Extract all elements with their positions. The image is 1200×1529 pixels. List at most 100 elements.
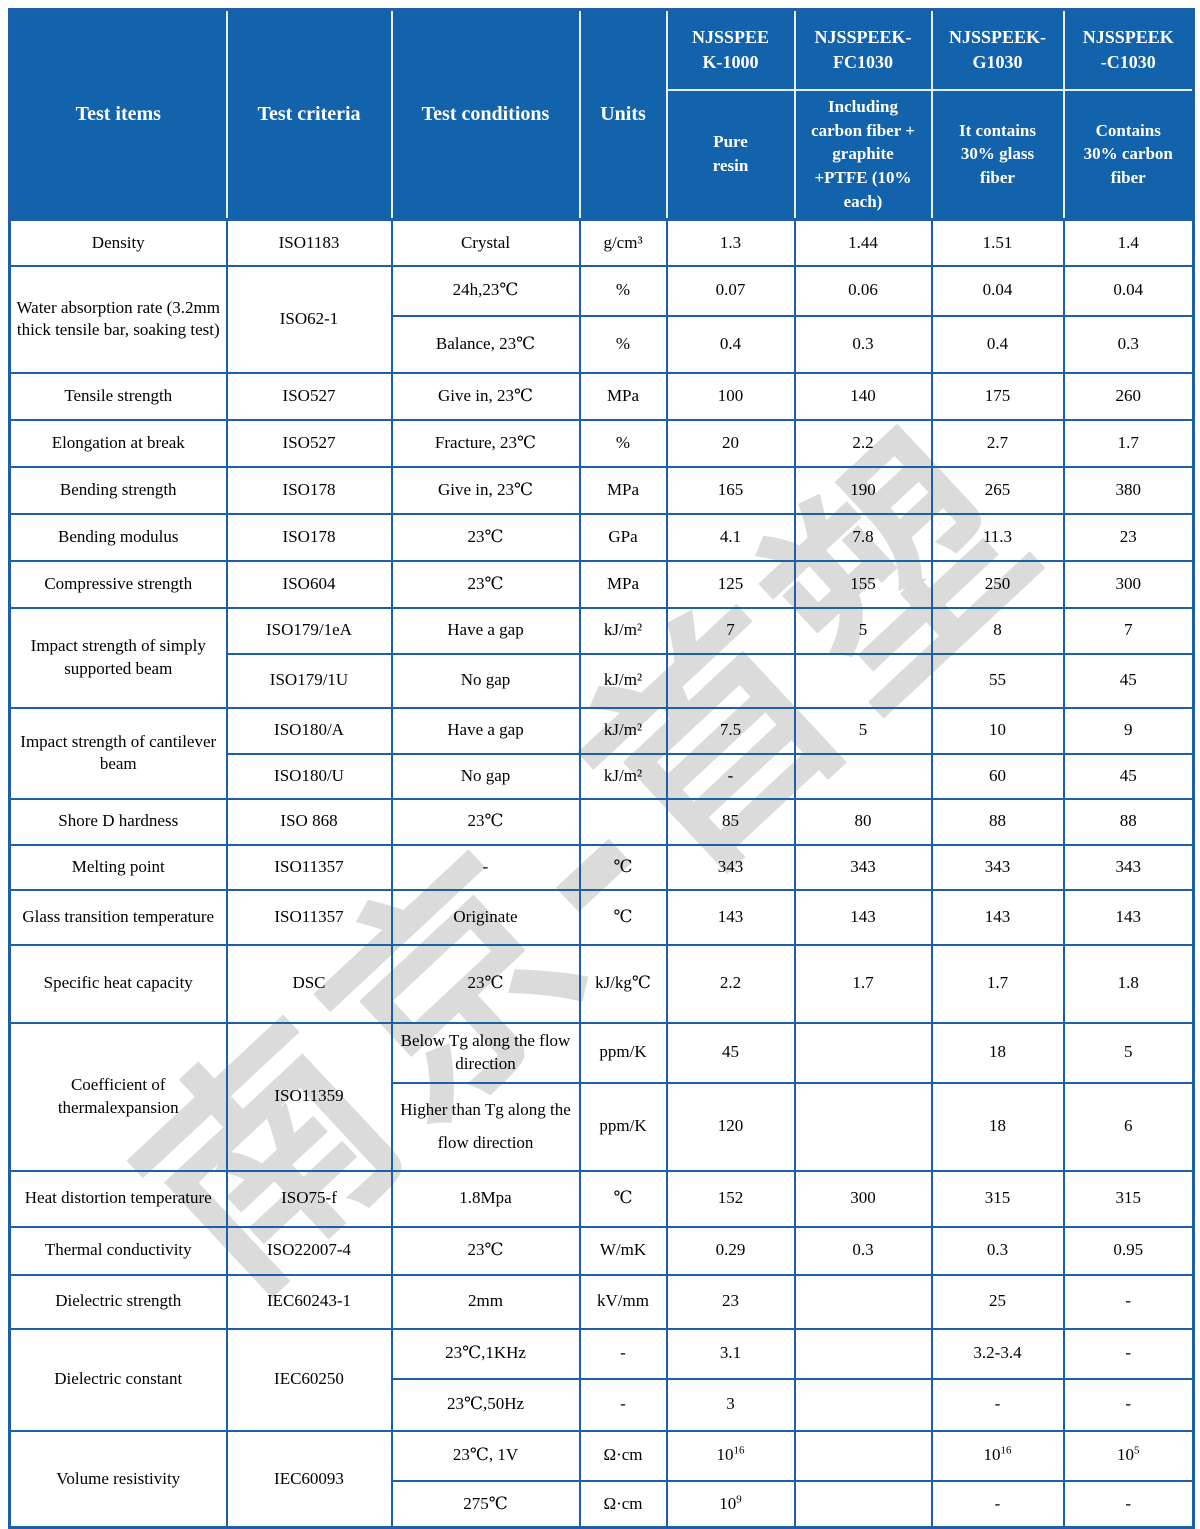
cell-test-criteria: ISO178 bbox=[225, 512, 393, 562]
cell-unit: kJ/m² bbox=[578, 606, 668, 655]
cell-value: 120 bbox=[665, 1081, 796, 1172]
cell-value: 0.04 bbox=[930, 264, 1065, 317]
cell-value: 0.3 bbox=[793, 314, 933, 374]
cell-test-condition: Have a gap bbox=[390, 606, 581, 655]
cell-value: 143 bbox=[665, 888, 796, 946]
cell-value: 343 bbox=[1062, 843, 1195, 891]
product-desc-k1000: Pure resin bbox=[665, 88, 796, 221]
table-row: Shore D hardness ISO 868 23℃ 85 80 88 88 bbox=[8, 797, 1195, 846]
cell-test-condition: Have a gap bbox=[390, 706, 581, 755]
cell-test-criteria: ISO75-f bbox=[225, 1169, 393, 1228]
table-row: Dielectric constant IEC60250 23℃,1KHz - … bbox=[8, 1327, 1195, 1432]
cell-test-criteria: IEC60250 bbox=[225, 1327, 393, 1432]
cell-value: 80 bbox=[793, 797, 933, 846]
cell-value: 155 bbox=[793, 559, 933, 609]
cell-value: 3.2-3.4 bbox=[930, 1327, 1065, 1380]
cell-test-condition: Originate bbox=[390, 888, 581, 946]
cell-unit: Ω·cm bbox=[578, 1479, 668, 1529]
cell-test-item: Thermal conductivity bbox=[8, 1225, 228, 1276]
product-desc-c1030: Contains 30% carbon fiber bbox=[1062, 88, 1195, 221]
table-row: Density ISO1183 Crystal g/cm³ 1.3 1.44 1… bbox=[8, 218, 1195, 267]
cell-value: 0.95 bbox=[1062, 1225, 1195, 1276]
cell-value: - bbox=[665, 752, 796, 800]
cell-value: 23 bbox=[1062, 512, 1195, 562]
cell-test-condition: 23℃ bbox=[390, 512, 581, 562]
cell-value: 190 bbox=[793, 465, 933, 515]
cell-test-criteria: ISO62-1 bbox=[225, 264, 393, 374]
cell-unit: % bbox=[578, 314, 668, 374]
cell-value bbox=[793, 1081, 933, 1172]
cell-unit: MPa bbox=[578, 559, 668, 609]
table-row: Impact strength of simply supported beam… bbox=[8, 606, 1195, 709]
product-header-g1030: NJSSPEEK- G1030 bbox=[930, 8, 1065, 91]
cell-test-condition: 23℃,50Hz bbox=[390, 1377, 581, 1432]
cell-value: 0.3 bbox=[1062, 314, 1195, 374]
cell-value: - bbox=[930, 1479, 1065, 1529]
cell-test-condition: 23℃ bbox=[390, 797, 581, 846]
product-desc-g1030: It contains 30% glass fiber bbox=[930, 88, 1065, 221]
cell-value: 5 bbox=[793, 706, 933, 755]
cell-value: 1016 bbox=[930, 1429, 1065, 1482]
cell-unit: MPa bbox=[578, 371, 668, 421]
cell-test-condition: 2mm bbox=[390, 1273, 581, 1330]
table-row: Specific heat capacity DSC 23℃ kJ/kg℃ 2.… bbox=[8, 943, 1195, 1024]
cell-value: 143 bbox=[930, 888, 1065, 946]
cell-value: 0.07 bbox=[665, 264, 796, 317]
cell-test-condition: - bbox=[390, 843, 581, 891]
cell-value: - bbox=[1062, 1377, 1195, 1432]
cell-unit: ppm/K bbox=[578, 1021, 668, 1084]
table-row: Higher than Tg along the flow direction … bbox=[10, 1081, 1195, 1172]
col-header-test-criteria: Test criteria bbox=[225, 8, 393, 221]
col-header-test-items: Test items bbox=[8, 8, 228, 221]
cell-test-item: Heat distortion temperature bbox=[8, 1169, 228, 1228]
cell-test-item: Elongation at break bbox=[8, 418, 228, 468]
cell-unit: kJ/m² bbox=[578, 706, 668, 755]
cell-test-item: Glass transition temperature bbox=[8, 888, 228, 946]
table-row: Elongation at break ISO527 Fracture, 23℃… bbox=[8, 418, 1195, 468]
cell-unit: GPa bbox=[578, 512, 668, 562]
peek-datasheet-table: Test items Test criteria Test conditions… bbox=[8, 8, 1195, 1529]
cell-value: 45 bbox=[1062, 752, 1195, 800]
cell-value: 250 bbox=[930, 559, 1065, 609]
cell-value bbox=[793, 1479, 933, 1529]
cell-value: 260 bbox=[1062, 371, 1195, 421]
cell-unit: kJ/m² bbox=[578, 652, 668, 709]
cell-value bbox=[793, 752, 933, 800]
cell-unit: % bbox=[578, 418, 668, 468]
cell-value: 60 bbox=[930, 752, 1065, 800]
cell-unit: - bbox=[578, 1327, 668, 1380]
cell-value: 0.29 bbox=[665, 1225, 796, 1276]
cell-value: 18 bbox=[930, 1021, 1065, 1084]
cell-value: 4.1 bbox=[665, 512, 796, 562]
cell-test-item: Melting point bbox=[8, 843, 228, 891]
cell-value: 45 bbox=[1062, 652, 1195, 709]
cell-unit: - bbox=[578, 1377, 668, 1432]
cell-value: 25 bbox=[930, 1273, 1065, 1330]
cell-value: 343 bbox=[793, 843, 933, 891]
cell-value bbox=[793, 1429, 933, 1482]
cell-test-item: Density bbox=[8, 218, 228, 267]
cell-value: 1.8 bbox=[1062, 943, 1195, 1024]
cell-unit: W/mK bbox=[578, 1225, 668, 1276]
cell-unit: ℃ bbox=[578, 843, 668, 891]
cell-value: - bbox=[930, 1377, 1065, 1432]
cell-value: 265 bbox=[930, 465, 1065, 515]
cell-value: 0.3 bbox=[930, 1225, 1065, 1276]
cell-value: 315 bbox=[1062, 1169, 1195, 1228]
cell-test-item: Dielectric constant bbox=[8, 1327, 228, 1432]
cell-unit: Ω·cm bbox=[578, 1429, 668, 1482]
cell-test-condition: 24h,23℃ bbox=[390, 264, 581, 317]
table-row: Balance, 23℃ % 0.4 0.3 0.4 0.3 bbox=[10, 314, 1195, 374]
cell-value: 175 bbox=[930, 371, 1065, 421]
cell-value: 55 bbox=[930, 652, 1065, 709]
cell-test-condition: Higher than Tg along the flow direction bbox=[390, 1081, 581, 1172]
cell-value: 20 bbox=[665, 418, 796, 468]
cell-test-condition: 23℃, 1V bbox=[390, 1429, 581, 1482]
cell-value: 18 bbox=[930, 1081, 1065, 1172]
cell-value: 23 bbox=[665, 1273, 796, 1330]
cell-unit: g/cm³ bbox=[578, 218, 668, 267]
cell-value: 143 bbox=[1062, 888, 1195, 946]
cell-test-criteria: ISO1183 bbox=[225, 218, 393, 267]
col-header-test-conditions: Test conditions bbox=[390, 8, 581, 221]
cell-test-item: Coefficient of thermalexpansion bbox=[8, 1021, 228, 1172]
